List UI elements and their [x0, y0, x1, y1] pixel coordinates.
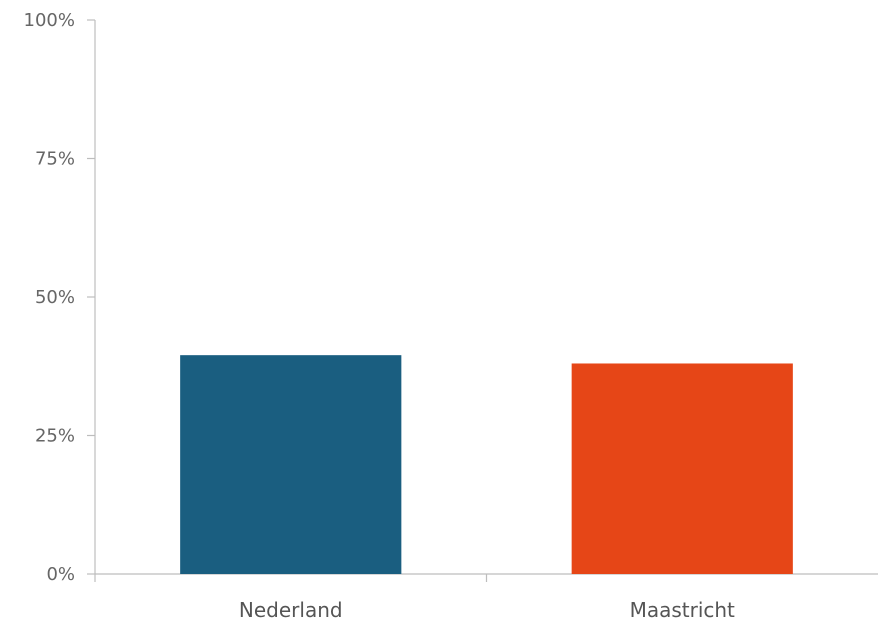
bar-nederland: [180, 355, 402, 574]
x-category-label: Nederland: [239, 598, 343, 622]
bars: [180, 355, 793, 574]
y-tick-label: 25%: [35, 426, 75, 447]
y-axis: 0% 25% 50% 75% 100%: [24, 10, 96, 585]
x-category-label: Maastricht: [630, 598, 735, 622]
y-tick-label: 75%: [35, 149, 75, 170]
y-tick-label: 0%: [46, 564, 75, 585]
y-tick-label: 50%: [35, 287, 75, 308]
y-tick-label: 100%: [24, 10, 75, 31]
bar-maastricht: [571, 363, 793, 574]
x-axis: Nederland Maastricht: [94, 573, 878, 622]
